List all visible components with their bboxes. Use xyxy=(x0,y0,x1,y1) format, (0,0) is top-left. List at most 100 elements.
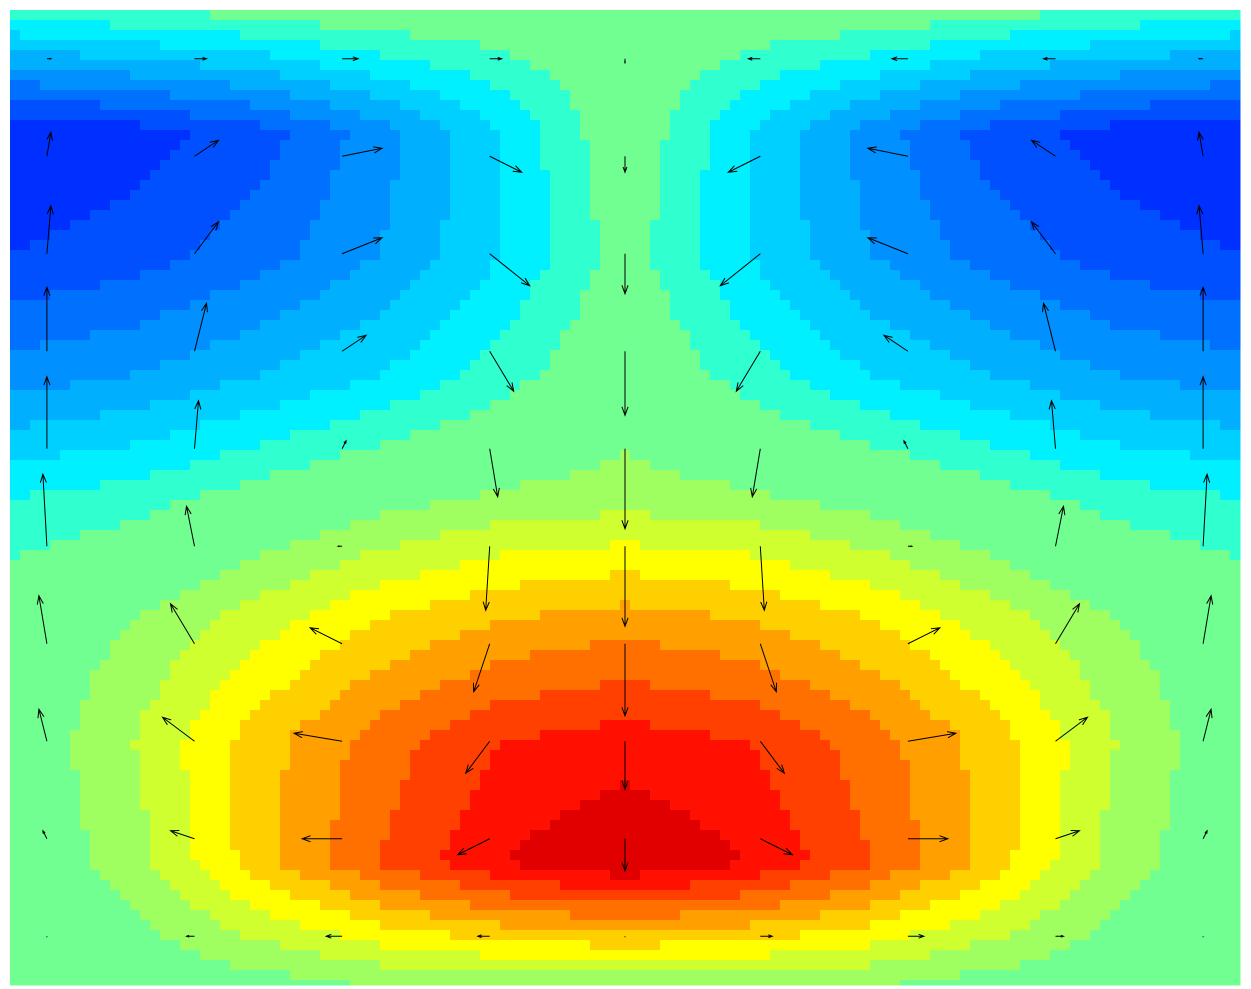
contour-cell xyxy=(1130,360,1141,371)
contour-cell xyxy=(960,370,971,381)
contour-cell xyxy=(230,230,241,241)
contour-cell xyxy=(850,80,861,91)
contour-cell xyxy=(780,60,791,71)
contour-cell xyxy=(50,250,61,261)
contour-cell xyxy=(170,250,181,261)
contour-cell xyxy=(660,50,671,61)
contour-cell xyxy=(600,20,611,31)
contour-cell xyxy=(870,210,881,221)
contour-cell xyxy=(1020,390,1031,401)
contour-cell xyxy=(1210,400,1221,411)
contour-cell xyxy=(950,280,961,291)
contour-cell xyxy=(980,160,991,171)
contour-cell xyxy=(910,90,921,101)
contour-cell xyxy=(750,350,761,361)
contour-cell xyxy=(640,130,651,141)
contour-cell xyxy=(1180,320,1191,331)
contour-cell xyxy=(960,280,971,291)
contour-cell xyxy=(550,130,561,141)
contour-cell xyxy=(1000,340,1011,351)
contour-cell xyxy=(210,100,221,111)
contour-cell xyxy=(10,20,21,31)
contour-cell xyxy=(20,410,31,421)
contour-cell xyxy=(880,160,891,171)
contour-cell xyxy=(990,70,1001,81)
contour-cell xyxy=(840,90,851,101)
contour-cell xyxy=(490,230,501,241)
contour-cell xyxy=(70,170,81,181)
contour-cell xyxy=(890,50,901,61)
contour-cell xyxy=(1050,250,1061,261)
contour-cell xyxy=(930,350,941,361)
contour-cell xyxy=(1190,400,1201,411)
contour-cell xyxy=(330,290,341,301)
contour-cell xyxy=(720,120,731,131)
contour-cell xyxy=(1130,160,1141,171)
contour-cell xyxy=(650,90,661,101)
contour-cell xyxy=(420,40,431,51)
contour-cell xyxy=(260,180,271,191)
contour-cell xyxy=(190,280,201,291)
contour-cell xyxy=(710,200,721,211)
contour-cell xyxy=(250,200,261,211)
contour-cell xyxy=(900,280,911,291)
contour-cell xyxy=(590,380,601,391)
contour-cell xyxy=(940,240,951,251)
contour-cell xyxy=(1160,200,1171,211)
contour-cell xyxy=(420,210,431,221)
contour-cell xyxy=(170,160,181,171)
contour-cell xyxy=(560,380,571,391)
contour-cell xyxy=(1090,190,1101,201)
contour-cell xyxy=(330,60,341,71)
contour-cell xyxy=(550,230,561,241)
contour-cell xyxy=(1030,180,1041,191)
contour-cell xyxy=(990,210,1001,221)
contour-cell xyxy=(670,410,681,421)
contour-cell xyxy=(1200,130,1211,141)
contour-cell xyxy=(540,400,551,411)
contour-cell xyxy=(230,160,241,171)
contour-cell xyxy=(750,70,761,81)
contour-cell xyxy=(150,310,161,321)
contour-cell xyxy=(1170,180,1181,191)
contour-cell xyxy=(500,170,511,181)
contour-cell xyxy=(460,150,471,161)
contour-cell xyxy=(900,380,911,391)
contour-cell xyxy=(210,50,221,61)
contour-cell xyxy=(90,210,101,221)
contour-cell xyxy=(1120,220,1131,231)
contour-cell xyxy=(520,230,531,241)
contour-cell xyxy=(1180,200,1191,211)
contour-cell xyxy=(290,270,301,281)
contour-cell xyxy=(350,50,361,61)
contour-cell xyxy=(590,250,601,261)
contour-cell xyxy=(50,100,61,111)
contour-cell xyxy=(270,210,281,221)
contour-cell xyxy=(510,230,521,241)
contour-cell xyxy=(1090,40,1101,51)
contour-cell xyxy=(1140,100,1151,111)
contour-cell xyxy=(510,400,521,411)
contour-cell xyxy=(570,310,581,321)
contour-cell xyxy=(1080,280,1091,291)
contour-cell xyxy=(780,120,791,131)
contour-cell xyxy=(180,20,191,31)
contour-cell xyxy=(930,210,941,221)
contour-cell xyxy=(390,100,401,111)
contour-cell xyxy=(680,80,691,91)
contour-cell xyxy=(400,360,411,371)
contour-cell xyxy=(960,170,971,181)
contour-cell xyxy=(820,260,831,271)
contour-cell xyxy=(430,70,441,81)
contour-cell xyxy=(490,130,501,141)
contour-cell xyxy=(470,140,481,151)
contour-cell xyxy=(570,30,581,41)
contour-cell xyxy=(180,370,191,381)
contour-cell xyxy=(370,150,381,161)
contour-cell xyxy=(1000,310,1011,321)
contour-cell xyxy=(200,330,211,341)
contour-cell xyxy=(430,400,441,411)
contour-cell xyxy=(400,240,411,251)
contour-cell xyxy=(1060,240,1071,251)
contour-cell xyxy=(470,250,481,261)
